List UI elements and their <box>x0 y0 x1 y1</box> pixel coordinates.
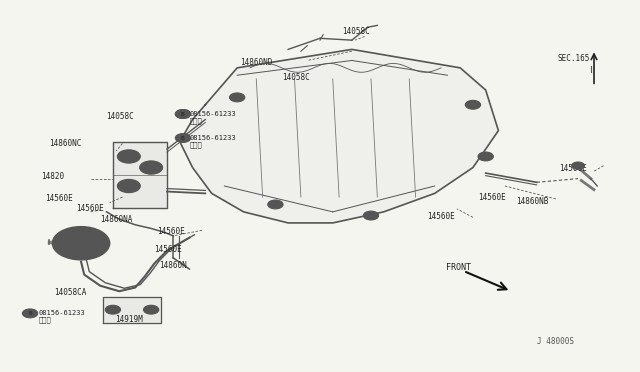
Text: 14560E: 14560E <box>45 195 72 203</box>
Text: B: B <box>181 112 185 116</box>
Text: 08156-61233: 08156-61233 <box>38 310 85 316</box>
Circle shape <box>268 200 283 209</box>
Text: （２）: （２） <box>38 317 51 323</box>
Text: 14560E: 14560E <box>157 227 185 235</box>
Circle shape <box>465 100 481 109</box>
Circle shape <box>364 211 379 220</box>
Text: SEC.165: SEC.165 <box>557 54 589 63</box>
Circle shape <box>143 305 159 314</box>
Circle shape <box>147 308 155 312</box>
Circle shape <box>75 240 88 247</box>
Text: J 48000S: J 48000S <box>537 337 573 346</box>
Text: 14860NC: 14860NC <box>49 139 81 148</box>
Circle shape <box>109 308 116 312</box>
Text: 14058CA: 14058CA <box>54 288 86 297</box>
Circle shape <box>117 179 140 193</box>
Polygon shape <box>103 297 161 323</box>
Text: （１）: （１） <box>189 141 202 148</box>
Polygon shape <box>180 49 499 223</box>
Text: 14560E: 14560E <box>427 212 455 221</box>
Text: FRONT: FRONT <box>446 263 471 272</box>
Text: 14058C: 14058C <box>106 112 134 121</box>
Text: 08156-61233: 08156-61233 <box>189 111 236 117</box>
Text: 14058C: 14058C <box>342 27 370 36</box>
Text: 14560E: 14560E <box>77 203 104 213</box>
Text: B: B <box>28 311 32 316</box>
Circle shape <box>230 93 245 102</box>
Text: 14560E: 14560E <box>478 193 506 202</box>
Circle shape <box>22 309 38 318</box>
Circle shape <box>175 110 191 118</box>
Text: 14058C: 14058C <box>282 73 310 82</box>
Text: 14560E: 14560E <box>154 245 182 254</box>
Text: 14820: 14820 <box>41 172 64 181</box>
Circle shape <box>52 227 109 260</box>
Circle shape <box>175 134 191 142</box>
Text: 14860ND: 14860ND <box>241 58 273 67</box>
Text: 08156-61233: 08156-61233 <box>189 135 236 141</box>
Circle shape <box>117 150 140 163</box>
Circle shape <box>572 162 584 169</box>
Circle shape <box>478 152 493 161</box>
Circle shape <box>65 234 97 253</box>
Circle shape <box>145 164 157 171</box>
Text: 14919M: 14919M <box>115 315 143 324</box>
Text: 14860NA: 14860NA <box>100 215 132 224</box>
Circle shape <box>122 153 135 160</box>
Text: 14860NB: 14860NB <box>516 197 548 206</box>
Polygon shape <box>113 142 167 208</box>
Circle shape <box>140 161 163 174</box>
Circle shape <box>122 182 135 190</box>
Text: （２）: （２） <box>189 117 202 124</box>
Text: 14860N: 14860N <box>159 261 187 270</box>
Circle shape <box>105 305 120 314</box>
Text: 14560E: 14560E <box>559 164 587 173</box>
Text: B: B <box>181 135 185 141</box>
